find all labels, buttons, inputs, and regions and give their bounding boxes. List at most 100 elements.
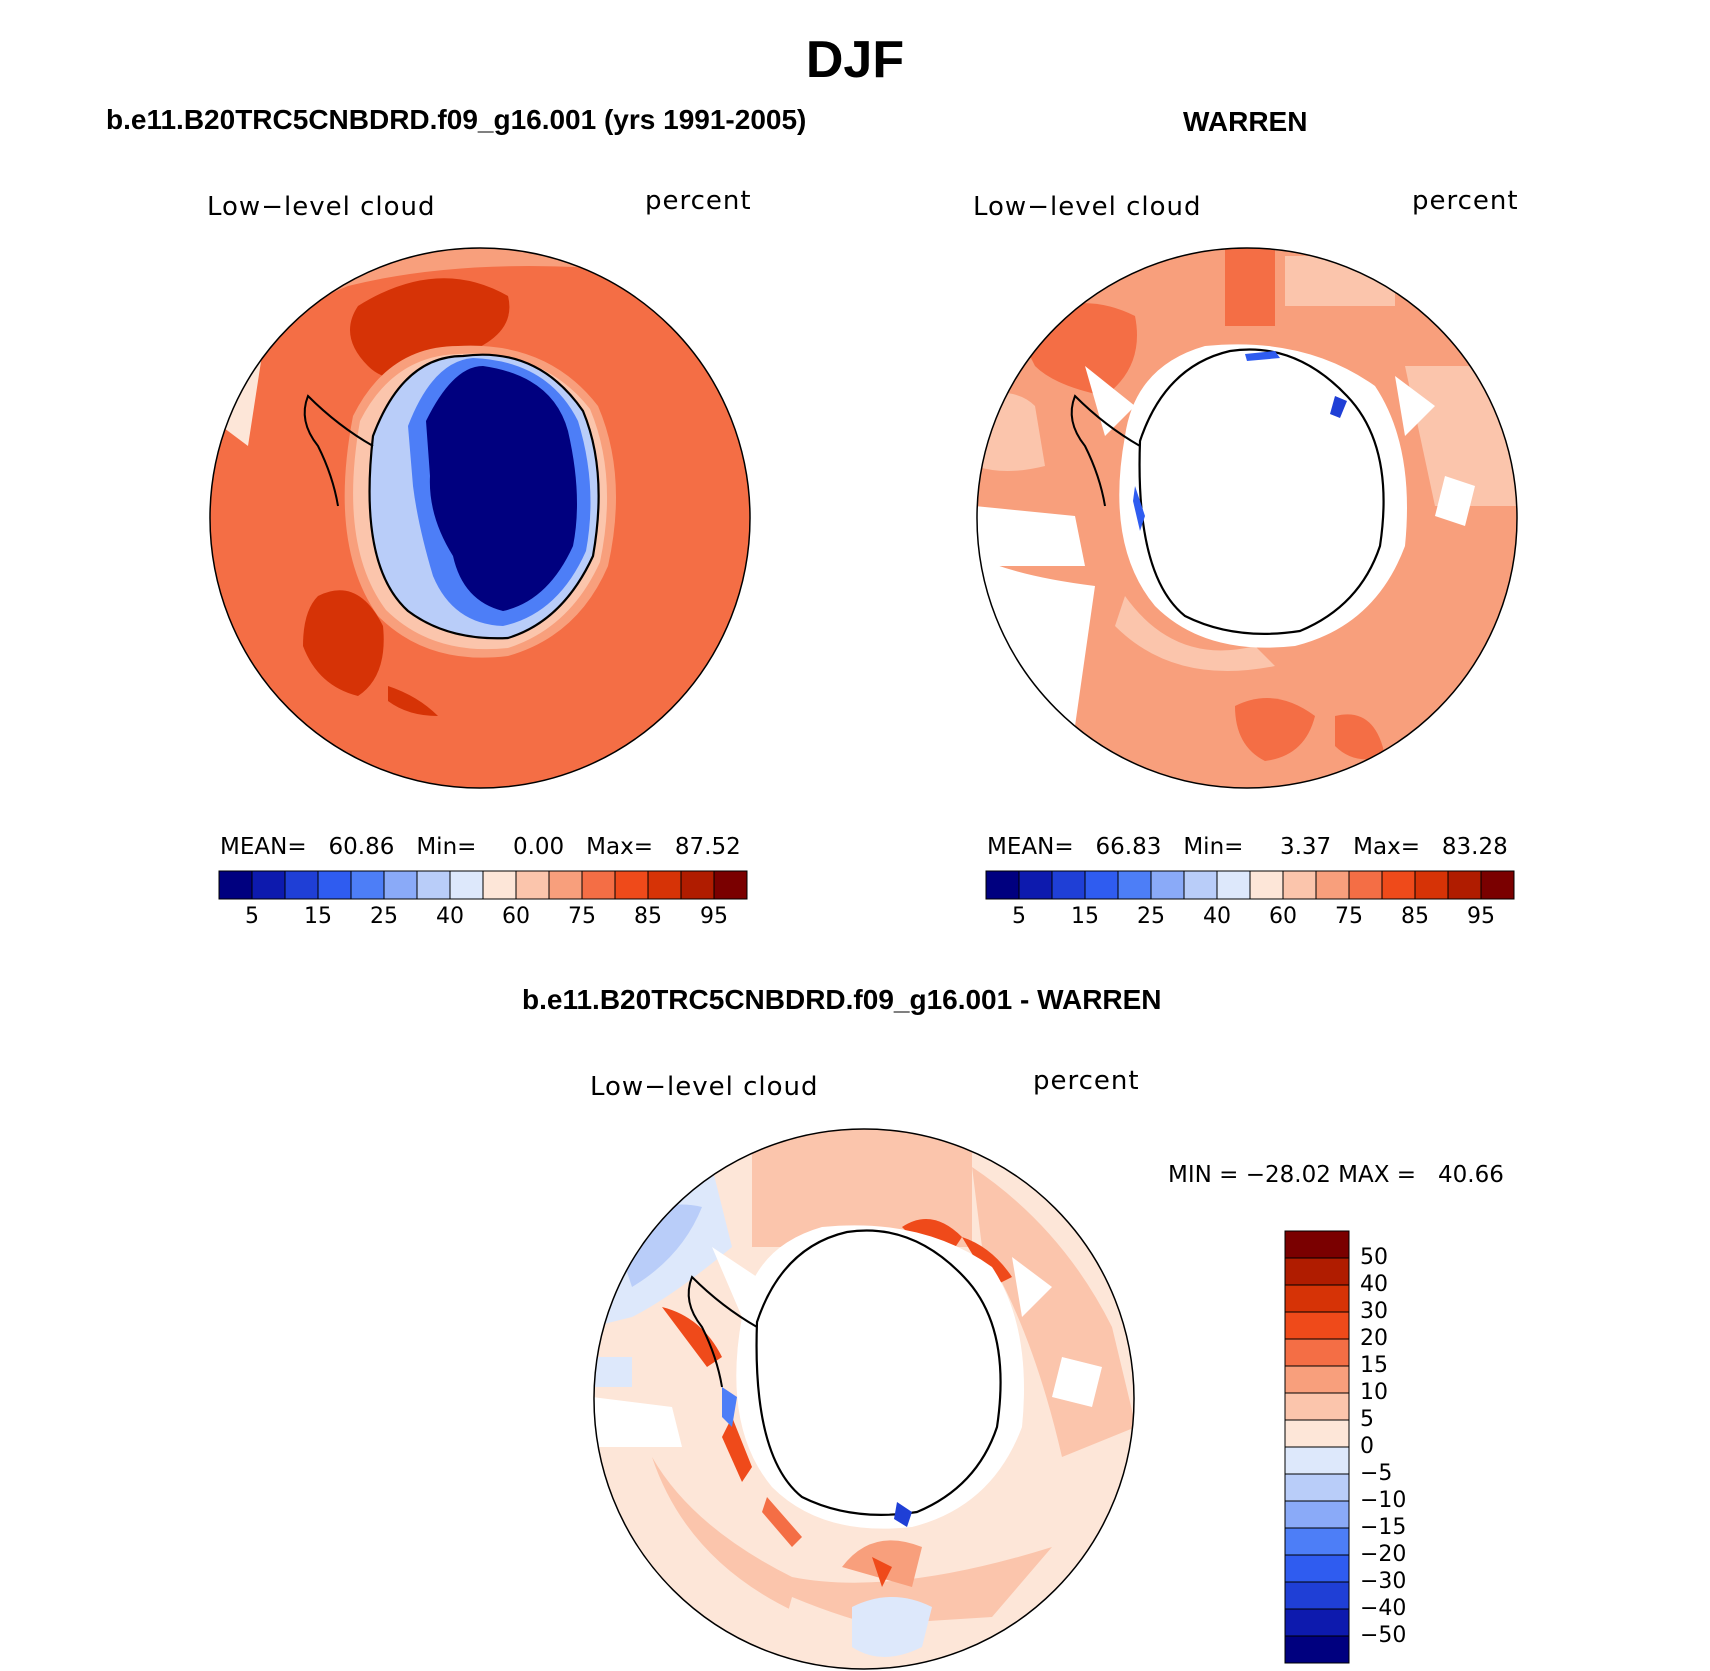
obs-cb-label: 75 (1335, 904, 1363, 929)
diff-colorbar-swatch (1284, 1581, 1350, 1610)
diff-minmax: MIN = −28.02 MAX = 40.66 (1168, 1162, 1504, 1188)
obs-cb-label: 5 (1012, 904, 1026, 929)
diff-cb-label: 15 (1360, 1353, 1388, 1378)
diff-cb-label: −5 (1360, 1461, 1393, 1486)
obs-colorbar-swatch (1480, 870, 1515, 900)
model-colorbar-swatch (383, 870, 418, 900)
model-colorbar-swatch (548, 870, 583, 900)
diff-colorbar-labels: 50 40 30 20 15 10 5 0 −5 −10 −15 −20 −30… (1360, 1231, 1480, 1663)
model-min-value: 0.00 (512, 834, 565, 860)
model-colorbar-swatch (218, 870, 253, 900)
obs-cb-label: 60 (1269, 904, 1297, 929)
model-panel-title: b.e11.B20TRC5CNBDRD.f09_g16.001 (yrs 199… (106, 104, 807, 135)
model-colorbar-swatch (515, 870, 550, 900)
obs-cb-label: 85 (1401, 904, 1429, 929)
obs-stats: MEAN= 66.83 Min= 3.37 Max= 83.28 (987, 834, 1508, 860)
obs-min-label: Min= (1183, 834, 1244, 860)
obs-colorbar-swatch (1348, 870, 1383, 900)
diff-colorbar-swatch (1284, 1257, 1350, 1286)
model-cb-label: 40 (436, 904, 464, 929)
obs-colorbar-swatch (1018, 870, 1053, 900)
diff-cb-label: 40 (1360, 1272, 1388, 1297)
diff-colorbar-swatch (1284, 1527, 1350, 1556)
model-max-value: 87.52 (674, 834, 741, 860)
diff-cb-label: 50 (1360, 1245, 1388, 1270)
model-cb-label: 25 (370, 904, 398, 929)
diff-colorbar-swatch (1284, 1473, 1350, 1502)
obs-min-value: 3.37 (1279, 834, 1332, 860)
diff-colorbar-swatch (1284, 1230, 1350, 1259)
diff-variable-label: Low−level cloud (590, 1072, 819, 1102)
obs-colorbar-swatch (1183, 870, 1218, 900)
obs-max-value: 83.28 (1441, 834, 1508, 860)
model-colorbar-labels: 5 15 25 40 60 75 85 95 (219, 904, 747, 934)
diff-colorbar-swatch (1284, 1311, 1350, 1340)
model-min-label: Min= (416, 834, 477, 860)
obs-max-label: Max= (1353, 834, 1420, 860)
model-colorbar-swatch (350, 870, 385, 900)
model-cb-label: 95 (700, 904, 728, 929)
obs-colorbar-swatch (1051, 870, 1086, 900)
diff-cb-label: −15 (1360, 1515, 1407, 1540)
model-units-label: percent (645, 186, 752, 216)
diff-cb-label: −30 (1360, 1569, 1407, 1594)
model-colorbar-swatch (449, 870, 484, 900)
diff-cb-label: −50 (1360, 1623, 1407, 1648)
model-colorbar (218, 870, 748, 900)
diff-polar-map (593, 1128, 1135, 1670)
obs-mean-value: 66.83 (1095, 834, 1162, 860)
obs-units-label: percent (1412, 186, 1519, 216)
model-colorbar-swatch (284, 870, 319, 900)
diff-cb-label: 5 (1360, 1407, 1374, 1432)
obs-colorbar-labels: 5 15 25 40 60 75 85 95 (986, 904, 1514, 934)
obs-panel-title: WARREN (1183, 106, 1308, 137)
obs-variable-label: Low−level cloud (973, 192, 1202, 222)
diff-panel-title: b.e11.B20TRC5CNBDRD.f09_g16.001 - WARREN (522, 984, 1162, 1015)
obs-colorbar-swatch (1282, 870, 1317, 900)
obs-colorbar-swatch (1249, 870, 1284, 900)
diff-cb-label: 0 (1360, 1434, 1374, 1459)
obs-colorbar-swatch (1084, 870, 1119, 900)
obs-colorbar-swatch (985, 870, 1020, 900)
diff-colorbar-swatch (1284, 1608, 1350, 1637)
model-cb-label: 60 (502, 904, 530, 929)
diff-colorbar-swatch (1284, 1284, 1350, 1313)
diff-cb-label: −40 (1360, 1596, 1407, 1621)
obs-cb-label: 15 (1071, 904, 1099, 929)
obs-colorbar-swatch (1150, 870, 1185, 900)
diff-colorbar-swatch (1284, 1500, 1350, 1529)
model-colorbar-swatch (647, 870, 682, 900)
model-colorbar-swatch (482, 870, 517, 900)
model-colorbar-swatch (581, 870, 616, 900)
diff-colorbar-swatch (1284, 1338, 1350, 1367)
diff-colorbar-swatch (1284, 1365, 1350, 1394)
model-cb-label: 15 (304, 904, 332, 929)
obs-mean-label: MEAN= (987, 834, 1074, 860)
diff-cb-label: 30 (1360, 1299, 1388, 1324)
obs-polar-map (976, 247, 1518, 789)
diff-colorbar-swatch (1284, 1446, 1350, 1475)
obs-colorbar-swatch (1381, 870, 1416, 900)
model-colorbar-swatch (416, 870, 451, 900)
model-mean-value: 60.86 (328, 834, 395, 860)
obs-colorbar-swatch (1447, 870, 1482, 900)
diff-colorbar-swatch (1284, 1392, 1350, 1421)
obs-colorbar-swatch (1414, 870, 1449, 900)
model-max-label: Max= (586, 834, 653, 860)
model-cb-label: 85 (634, 904, 662, 929)
diff-colorbar-swatch (1284, 1419, 1350, 1448)
figure-title: DJF (805, 31, 905, 89)
obs-cb-label: 40 (1203, 904, 1231, 929)
model-colorbar-swatch (317, 870, 352, 900)
obs-cb-label: 25 (1137, 904, 1165, 929)
diff-cb-label: −20 (1360, 1542, 1407, 1567)
model-colorbar-swatch (614, 870, 649, 900)
model-cb-label: 75 (568, 904, 596, 929)
diff-colorbar (1284, 1230, 1350, 1664)
model-stats: MEAN= 60.86 Min= 0.00 Max= 87.52 (220, 834, 741, 860)
model-cb-label: 5 (245, 904, 259, 929)
model-colorbar-swatch (251, 870, 286, 900)
diff-colorbar-swatch (1284, 1554, 1350, 1583)
model-polar-map (209, 247, 751, 789)
obs-colorbar-swatch (1315, 870, 1350, 900)
